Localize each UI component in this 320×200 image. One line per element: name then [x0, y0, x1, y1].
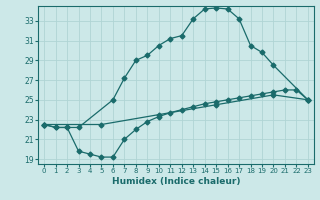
X-axis label: Humidex (Indice chaleur): Humidex (Indice chaleur) [112, 177, 240, 186]
